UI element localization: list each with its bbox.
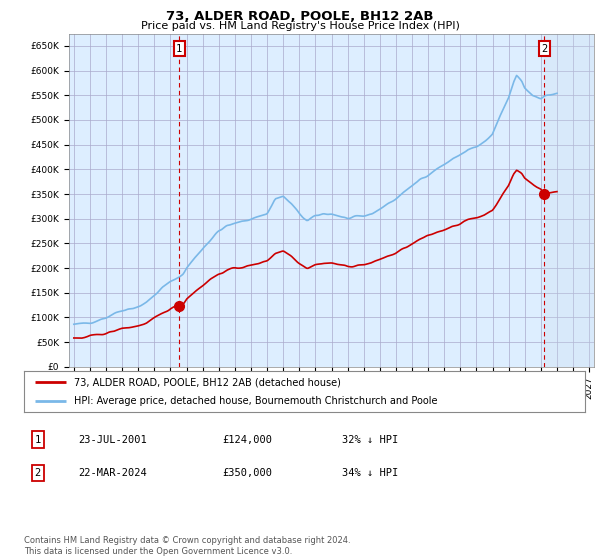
Text: £350,000: £350,000 bbox=[222, 468, 272, 478]
Text: 1: 1 bbox=[35, 435, 41, 445]
Bar bbox=[544, 34, 594, 367]
Text: 32% ↓ HPI: 32% ↓ HPI bbox=[342, 435, 398, 445]
Text: 23-JUL-2001: 23-JUL-2001 bbox=[78, 435, 147, 445]
Text: 34% ↓ HPI: 34% ↓ HPI bbox=[342, 468, 398, 478]
Text: 73, ALDER ROAD, POOLE, BH12 2AB (detached house): 73, ALDER ROAD, POOLE, BH12 2AB (detache… bbox=[74, 377, 341, 387]
Text: 22-MAR-2024: 22-MAR-2024 bbox=[78, 468, 147, 478]
Text: 2: 2 bbox=[541, 44, 548, 54]
Text: HPI: Average price, detached house, Bournemouth Christchurch and Poole: HPI: Average price, detached house, Bour… bbox=[74, 396, 438, 405]
Text: £124,000: £124,000 bbox=[222, 435, 272, 445]
Text: 73, ALDER ROAD, POOLE, BH12 2AB: 73, ALDER ROAD, POOLE, BH12 2AB bbox=[166, 10, 434, 22]
Text: Contains HM Land Registry data © Crown copyright and database right 2024.
This d: Contains HM Land Registry data © Crown c… bbox=[24, 536, 350, 556]
Text: 1: 1 bbox=[176, 44, 182, 54]
Text: Price paid vs. HM Land Registry's House Price Index (HPI): Price paid vs. HM Land Registry's House … bbox=[140, 21, 460, 31]
Text: 2: 2 bbox=[35, 468, 41, 478]
Bar bbox=[544, 34, 594, 367]
